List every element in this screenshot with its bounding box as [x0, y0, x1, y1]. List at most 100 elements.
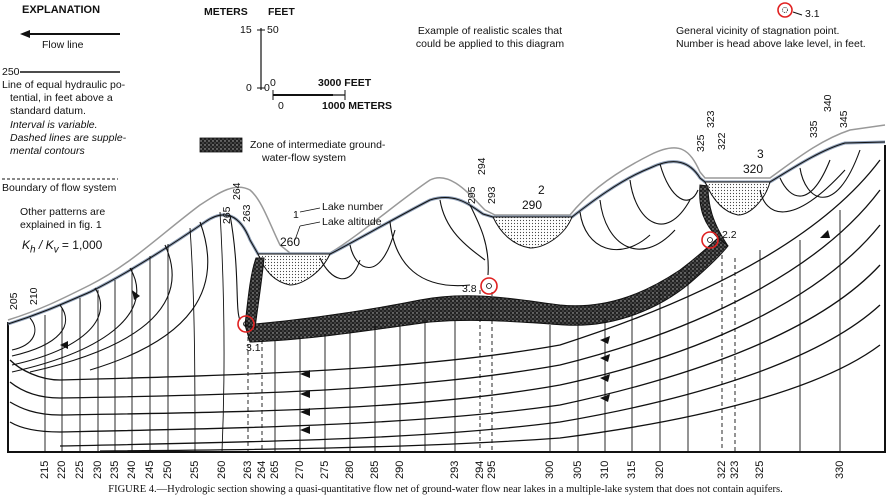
scale-meters-header: METERS	[204, 6, 248, 18]
lake-1	[257, 253, 331, 286]
zone-legend-1: Zone of intermediate ground-	[250, 139, 386, 151]
lake-2	[492, 216, 573, 249]
contour-label-293: 293	[486, 186, 498, 204]
stagnation-circle-icon	[480, 277, 498, 295]
bottom-contour-label: 322	[716, 460, 728, 479]
other-patterns-1: Other patterns are	[20, 206, 106, 218]
scale-meters-zero: 0	[246, 82, 252, 94]
contour-desc-2: tential, in feet above a	[10, 92, 113, 104]
contour-label-265: 265	[221, 206, 233, 224]
lake-1-altitude: 260	[280, 235, 301, 249]
stagnation-value-1: 3.1	[246, 342, 261, 354]
equipotential-lines	[44, 210, 841, 453]
explanation-title: EXPLANATION	[22, 4, 101, 16]
bottom-contour-label: 245	[144, 460, 156, 479]
stagnation-value-2: 3.8	[462, 283, 477, 295]
flow-arrows	[60, 230, 830, 434]
lake-2-number: 2	[538, 183, 545, 197]
figure-caption: FIGURE 4.—Hydrologic section showing a q…	[108, 484, 783, 495]
bottom-contour-label: 315	[626, 460, 638, 479]
bottom-contour-label: 270	[294, 460, 306, 479]
bottom-contour-label: 235	[109, 460, 121, 479]
stagnation-points	[237, 231, 719, 333]
stagnation-value-3: 2.2	[722, 229, 737, 241]
land-surface-profile	[7, 124, 886, 321]
contour-label-325: 325	[695, 134, 707, 152]
bottom-contour-label: 250	[162, 460, 174, 479]
bottom-contour-label: 275	[319, 460, 331, 479]
bottom-contour-label: 285	[369, 460, 381, 479]
scale-h-meters: 1000 METERS	[322, 100, 393, 112]
scale-h-feet: 3000 FEET	[318, 77, 372, 89]
contour-label-345: 345	[838, 110, 850, 128]
contour-label-205: 205	[8, 292, 20, 310]
bottom-contour-label: 280	[344, 460, 356, 479]
scale-meters-top: 15	[240, 24, 252, 36]
bottom-contour-label: 305	[572, 460, 584, 479]
bottom-contour-label: 290	[394, 460, 406, 479]
bottom-contour-label: 320	[654, 460, 666, 479]
contour-note-2: Dashed lines are supple-	[10, 132, 127, 144]
flow-line-label: Flow line	[42, 39, 84, 51]
contour-note-1: Interval is variable.	[10, 119, 98, 131]
bottom-contour-label: 330	[834, 460, 846, 479]
intermediate-zone-right	[699, 184, 729, 247]
water-table-line	[7, 141, 886, 325]
contour-note-3: mental contours	[10, 145, 85, 157]
scale-h-meters-zero: 0	[278, 100, 284, 112]
scale-note-1: Example of realistic scales that	[417, 25, 563, 37]
bottom-contour-label: 255	[189, 460, 201, 479]
contour-label-210: 210	[28, 287, 40, 305]
lake-leaders	[294, 207, 321, 241]
contour-label-335: 335	[808, 120, 820, 138]
flow-system-frame	[7, 145, 886, 453]
contour-label-340: 340	[822, 94, 834, 112]
bottom-contour-label: 265	[269, 460, 281, 479]
bottom-contour-label: 295	[486, 460, 498, 479]
bottom-contour-label: 230	[92, 460, 104, 479]
bottom-contour-label: 240	[126, 460, 138, 479]
contour-label-294: 294	[476, 157, 488, 175]
supplemental-contours	[247, 255, 736, 452]
bottom-contour-label: 310	[599, 460, 611, 479]
zone-legend-2: water-flow system	[262, 152, 347, 164]
anisotropy-ratio: Kh / Kv = 1,000	[22, 238, 103, 256]
bottom-contour-label: 264	[256, 460, 268, 479]
bottom-contour-label: 263	[242, 460, 254, 479]
bottom-contour-label: 225	[74, 460, 86, 479]
contour-desc-3: standard datum.	[10, 105, 86, 117]
bottom-contour-label: 220	[56, 460, 68, 479]
flow-arrow-icon	[20, 30, 30, 38]
contour-label-263: 263	[241, 204, 253, 222]
contour-label-295: 295	[466, 186, 478, 204]
bottom-contour-label: 260	[216, 460, 228, 479]
lake-3-altitude: 320	[743, 162, 764, 176]
lake-altitude-label: Lake altitude	[322, 216, 382, 228]
scale-feet-header: FEET	[268, 6, 295, 18]
stagnation-circle-icon	[701, 231, 719, 249]
boundary-label: Boundary of flow system	[2, 182, 117, 194]
scale-note-2: could be applied to this diagram	[415, 38, 565, 50]
lake-number-label: Lake number	[322, 201, 384, 213]
intermediate-zone-left	[244, 257, 265, 329]
lake-1-number: 1	[293, 209, 299, 221]
bottom-contour-label: 323	[729, 460, 741, 479]
lake-3-number: 3	[757, 147, 764, 161]
bottom-contour-label: 293	[449, 460, 461, 479]
bottom-contour-label: 325	[754, 460, 766, 479]
stagnation-legend-2: Number is head above lake level, in feet…	[676, 38, 866, 50]
bottom-contour-label: 215	[39, 460, 51, 479]
lake-3	[704, 181, 771, 216]
contour-value: 250	[2, 66, 20, 78]
contour-desc-1: Line of equal hydraulic po-	[2, 79, 126, 91]
stagnation-circle-icon	[237, 315, 255, 333]
stagnation-legend-1: General vicinity of stagnation point.	[676, 25, 840, 37]
contour-label-264: 264	[231, 182, 243, 200]
other-patterns-2: explained in fig. 1	[20, 219, 102, 231]
scale-feet-zero: 0	[264, 82, 270, 94]
